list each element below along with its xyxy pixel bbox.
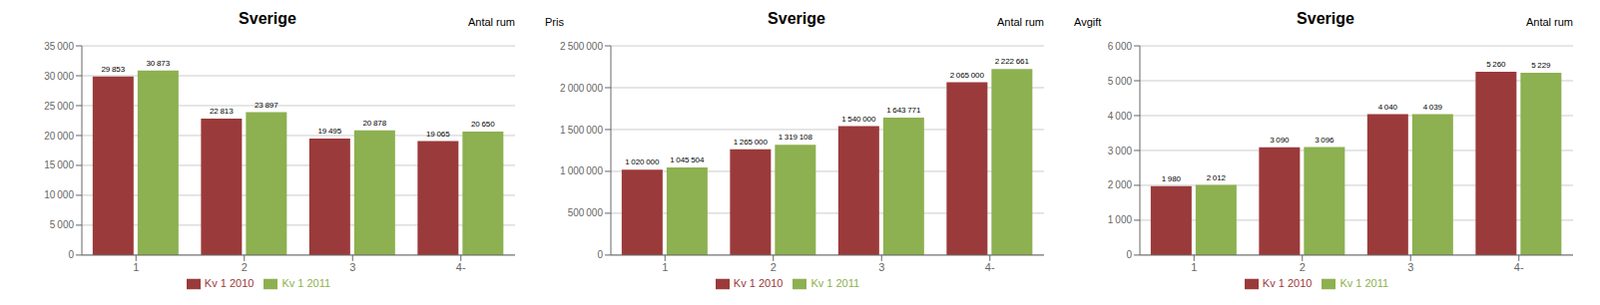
- svg-text:1 045 504: 1 045 504: [669, 155, 705, 165]
- svg-text:4-: 4-: [456, 261, 467, 274]
- svg-text:2 000 000: 2 000 000: [559, 82, 603, 94]
- svg-text:1 020 000: 1 020 000: [624, 157, 660, 167]
- svg-text:5 000: 5 000: [1107, 75, 1133, 87]
- svg-text:35 000: 35 000: [43, 40, 74, 52]
- svg-text:1 540 000: 1 540 000: [841, 114, 877, 124]
- svg-text:1 643 771: 1 643 771: [886, 105, 922, 115]
- svg-text:20 650: 20 650: [471, 119, 496, 129]
- svg-text:0: 0: [1125, 249, 1132, 261]
- html-text:Kv 1 2010: Kv 1 2010: [733, 277, 783, 290]
- svg-text:22 813: 22 813: [209, 106, 234, 116]
- svg-text:2 222 661: 2 222 661: [995, 56, 1031, 66]
- svg-text:3 000: 3 000: [1107, 145, 1133, 157]
- html-text:Sverige: Sverige: [1296, 9, 1355, 27]
- svg-text:5 229: 5 229: [1531, 60, 1552, 70]
- svg-text:1 000: 1 000: [1107, 214, 1133, 226]
- svg-text:2 000: 2 000: [1107, 179, 1133, 191]
- svg-text:2 012: 2 012: [1206, 173, 1227, 183]
- html-text:Kv 1 2011: Kv 1 2011: [281, 277, 331, 290]
- svg-text:4 040: 4 040: [1378, 102, 1399, 112]
- svg-text:4 039: 4 039: [1423, 102, 1444, 112]
- svg-text:1 500 000: 1 500 000: [559, 124, 603, 136]
- svg-text:3 096: 3 096: [1314, 135, 1335, 145]
- svg-text:25 000: 25 000: [43, 100, 74, 112]
- svg-text:4-: 4-: [1514, 261, 1525, 274]
- svg-text:5 260: 5 260: [1486, 59, 1507, 69]
- svg-text:30 873: 30 873: [145, 58, 170, 68]
- html-text:Sverige: Sverige: [238, 9, 297, 27]
- svg-text:3: 3: [1407, 261, 1414, 274]
- svg-text:1 980: 1 980: [1161, 174, 1182, 184]
- svg-text:19 495: 19 495: [317, 126, 342, 136]
- svg-text:3: 3: [349, 261, 356, 274]
- svg-text:1: 1: [1190, 261, 1197, 274]
- html-text:Kv 1 2010: Kv 1 2010: [204, 277, 254, 290]
- svg-text:1: 1: [132, 261, 139, 274]
- svg-text:4 000: 4 000: [1107, 110, 1133, 122]
- svg-text:3 090: 3 090: [1269, 135, 1290, 145]
- svg-text:2 065 000: 2 065 000: [950, 70, 986, 80]
- svg-text:0: 0: [596, 249, 603, 261]
- html-text:Pris: Pris: [544, 15, 564, 28]
- html-text:Avgift: Avgift: [1073, 15, 1102, 28]
- svg-text:1: 1: [661, 261, 668, 274]
- svg-text:2 500 000: 2 500 000: [559, 40, 603, 52]
- html-text:Kv 1 2011: Kv 1 2011: [1339, 277, 1389, 290]
- html-text:Antal rum: Antal rum: [997, 15, 1045, 28]
- svg-text:19 065: 19 065: [426, 129, 451, 139]
- svg-text:10 000: 10 000: [43, 189, 74, 201]
- html-text:Antal rum: Antal rum: [1526, 15, 1574, 28]
- svg-text:30 000: 30 000: [43, 70, 74, 82]
- svg-text:1 265 000: 1 265 000: [733, 137, 769, 147]
- svg-text:1 000 000: 1 000 000: [559, 165, 603, 177]
- svg-text:3: 3: [878, 261, 885, 274]
- svg-text:20 000: 20 000: [43, 130, 74, 142]
- svg-text:20 878: 20 878: [362, 118, 387, 128]
- svg-text:2: 2: [1299, 261, 1306, 274]
- svg-text:4-: 4-: [985, 261, 996, 274]
- svg-text:6 000: 6 000: [1107, 40, 1133, 52]
- svg-text:15 000: 15 000: [43, 159, 74, 171]
- svg-text:2: 2: [241, 261, 248, 274]
- svg-text:2: 2: [770, 261, 777, 274]
- svg-text:23 897: 23 897: [254, 100, 279, 110]
- svg-text:29 853: 29 853: [100, 64, 125, 74]
- html-text:Kv 1 2011: Kv 1 2011: [810, 277, 860, 290]
- html-text:Kv 1 2010: Kv 1 2010: [1262, 277, 1312, 290]
- svg-text:0: 0: [67, 249, 74, 261]
- html-text:Antal rum: Antal rum: [468, 15, 516, 28]
- svg-text:5 000: 5 000: [49, 219, 75, 231]
- html-text:Sverige: Sverige: [767, 9, 826, 27]
- svg-text:500 000: 500 000: [567, 207, 604, 219]
- svg-text:1 319 108: 1 319 108: [778, 132, 814, 142]
